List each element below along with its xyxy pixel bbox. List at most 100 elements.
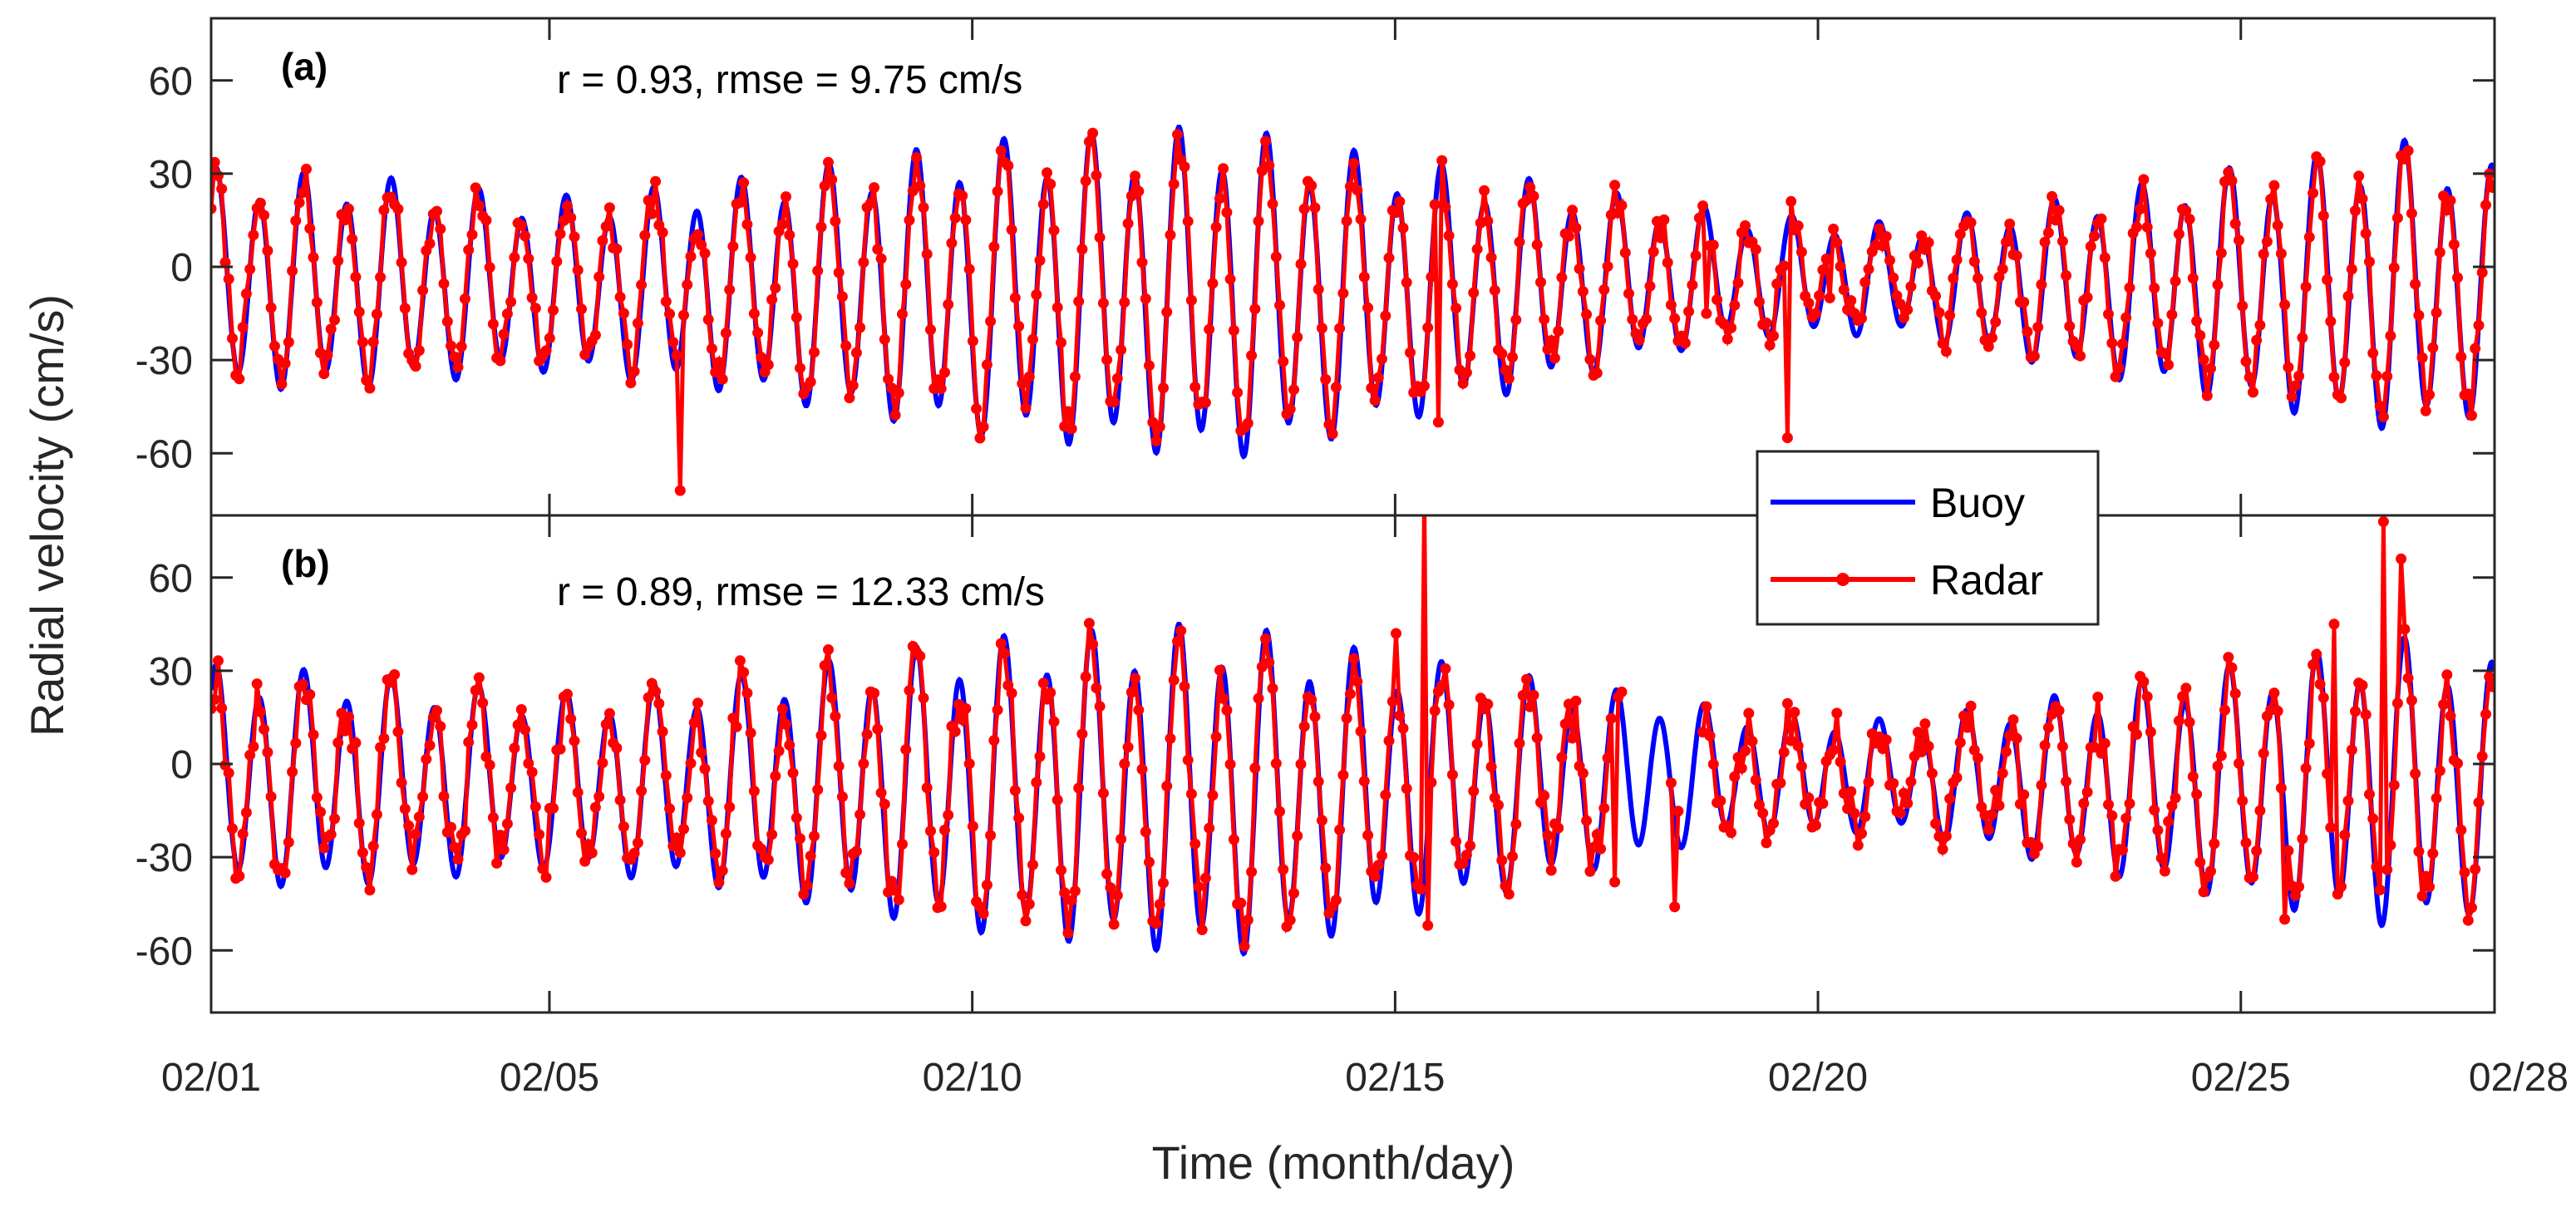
data-point-radar: [1451, 303, 1462, 314]
data-point-radar: [1204, 323, 1215, 335]
data-point-radar: [1056, 865, 1066, 876]
data-point-radar: [2353, 170, 2365, 182]
data-point-radar: [636, 279, 648, 291]
data-point-radar: [259, 723, 270, 735]
data-point-radar: [237, 322, 249, 333]
data-point-radar: [548, 304, 559, 316]
data-point-radar: [470, 182, 481, 194]
data-point-radar: [1267, 682, 1278, 694]
data-point-radar: [766, 829, 778, 840]
data-point-radar: [523, 253, 534, 264]
data-point-radar: [2402, 145, 2414, 156]
data-point-radar: [815, 221, 827, 233]
data-point-radar: [1465, 350, 1476, 362]
data-point-radar: [840, 340, 852, 352]
data-point-radar: [1982, 824, 1994, 835]
data-point-radar: [1108, 919, 1120, 930]
data-point-radar: [1665, 777, 1677, 789]
data-point-radar: [1859, 811, 1871, 822]
data-point-radar: [2317, 692, 2329, 703]
data-point-radar: [1094, 232, 1106, 244]
data-point-radar: [1648, 246, 1659, 258]
data-point-radar: [1884, 254, 1895, 266]
data-point-radar: [339, 725, 351, 737]
data-point-radar: [1048, 224, 1060, 236]
data-point-radar: [1987, 332, 1997, 343]
data-point-radar: [2215, 750, 2227, 761]
data-point-radar: [710, 367, 722, 378]
y-tick-label: 60: [149, 557, 193, 601]
data-point-radar: [1228, 325, 1239, 336]
data-point-radar: [1510, 314, 1522, 326]
data-point-radar: [2381, 864, 2393, 875]
data-point-radar: [1246, 866, 1258, 878]
data-point-radar: [375, 272, 387, 283]
data-point-radar: [2071, 341, 2082, 352]
data-point-radar: [815, 730, 827, 742]
data-point-radar: [2413, 845, 2425, 857]
data-point-radar: [724, 801, 736, 813]
data-point-radar: [2234, 234, 2244, 246]
data-point-radar: [914, 180, 926, 192]
data-point-radar: [410, 361, 421, 372]
data-point-radar: [2061, 270, 2072, 281]
data-point-radar: [904, 214, 915, 226]
data-point-radar: [1820, 254, 1832, 264]
data-point-radar: [213, 655, 224, 667]
data-point-radar: [520, 724, 531, 736]
data-point-radar: [921, 249, 933, 260]
data-point-radar: [2455, 351, 2467, 362]
data-point-radar: [399, 803, 411, 815]
data-point-radar: [805, 850, 816, 862]
data-point-radar: [2163, 815, 2175, 827]
data-point-radar: [223, 273, 234, 285]
data-point-radar: [1295, 758, 1307, 770]
data-point-radar: [1377, 850, 1387, 861]
data-point-radar: [2001, 236, 2012, 248]
data-point-radar: [1270, 251, 1282, 263]
data-point-radar: [1750, 774, 1761, 786]
data-point-radar: [2194, 330, 2206, 341]
data-point-radar: [529, 801, 541, 812]
data-point-radar: [2096, 747, 2107, 759]
data-point-radar: [2410, 768, 2421, 780]
data-point-radar: [2180, 205, 2192, 216]
data-point-radar: [1792, 220, 1804, 232]
data-point-radar: [756, 352, 767, 363]
data-point-radar: [2268, 687, 2280, 699]
data-point-radar: [988, 241, 1000, 253]
data-point-radar: [540, 871, 552, 883]
data-point-radar: [2099, 737, 2111, 749]
data-point-radar: [1426, 271, 1437, 283]
x-tick-labels: 02/01 02/05 02/10 02/15 02/20 02/25 02/28: [161, 1056, 2569, 1100]
data-point-radar: [1309, 711, 1321, 722]
data-point-radar: [2322, 768, 2333, 780]
data-point-radar: [2391, 212, 2403, 224]
data-point-radar: [2053, 705, 2065, 717]
data-point-radar: [1507, 850, 1518, 862]
data-point-radar: [1369, 395, 1381, 407]
data-point-radar: [1602, 752, 1613, 764]
data-point-radar: [1158, 877, 1169, 889]
data-point-radar: [914, 650, 926, 662]
data-point-radar: [1199, 872, 1211, 884]
data-point-radar: [290, 737, 302, 749]
data-point-radar: [2254, 805, 2266, 816]
data-point-radar: [244, 264, 256, 275]
data-point-radar: [1485, 761, 1497, 772]
data-point-radar: [1993, 800, 2005, 811]
data-point-radar: [1199, 397, 1211, 408]
data-point-radar: [1358, 271, 1370, 283]
data-point-radar: [1880, 231, 1892, 242]
data-point-radar: [1288, 888, 1299, 899]
data-point-radar: [515, 704, 527, 715]
data-point-radar: [823, 644, 834, 655]
data-point-radar: [2381, 371, 2393, 382]
data-point-radar: [639, 229, 651, 241]
data-point-radar: [1316, 323, 1327, 334]
data-point-radar: [1232, 387, 1244, 398]
data-point-radar: [2141, 221, 2153, 233]
data-point-radar: [1069, 885, 1081, 897]
data-point-radar: [1330, 382, 1342, 393]
x-tick-label: 02/05: [500, 1056, 599, 1100]
